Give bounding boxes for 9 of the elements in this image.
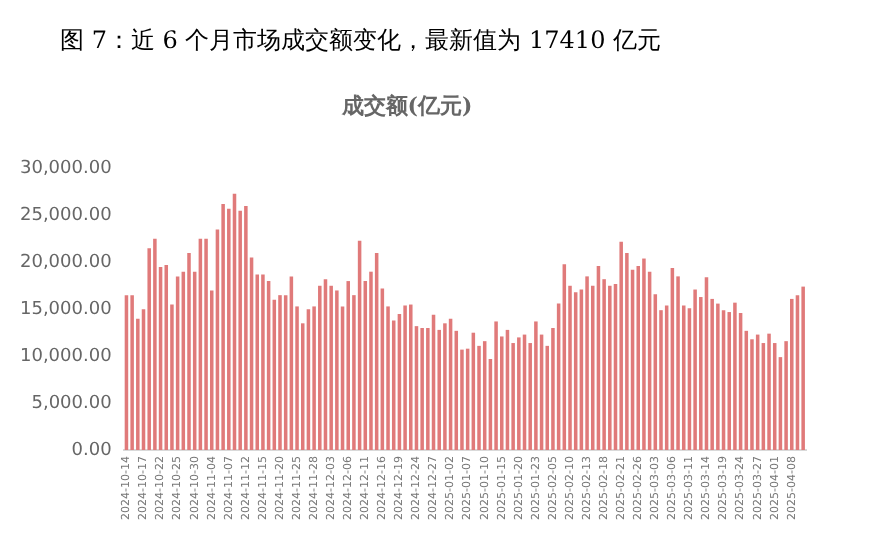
y-tick-label: 30,000.00 <box>19 159 113 180</box>
y-tick-label: 5,000.00 <box>31 393 113 414</box>
y-tick-label: 10,000.00 <box>19 346 113 367</box>
chart-subtitle: 成交额(亿元) <box>339 92 473 119</box>
y-tick-label: 15,000.00 <box>19 299 113 320</box>
y-tick-label: 0.00 <box>71 440 113 461</box>
y-tick-label: 25,000.00 <box>19 206 113 227</box>
y-tick-label: 20,000.00 <box>19 252 113 273</box>
chart-title: 图 7：近 6 个月市场成交额变化，最新值为 17410 亿元 <box>60 24 662 58</box>
